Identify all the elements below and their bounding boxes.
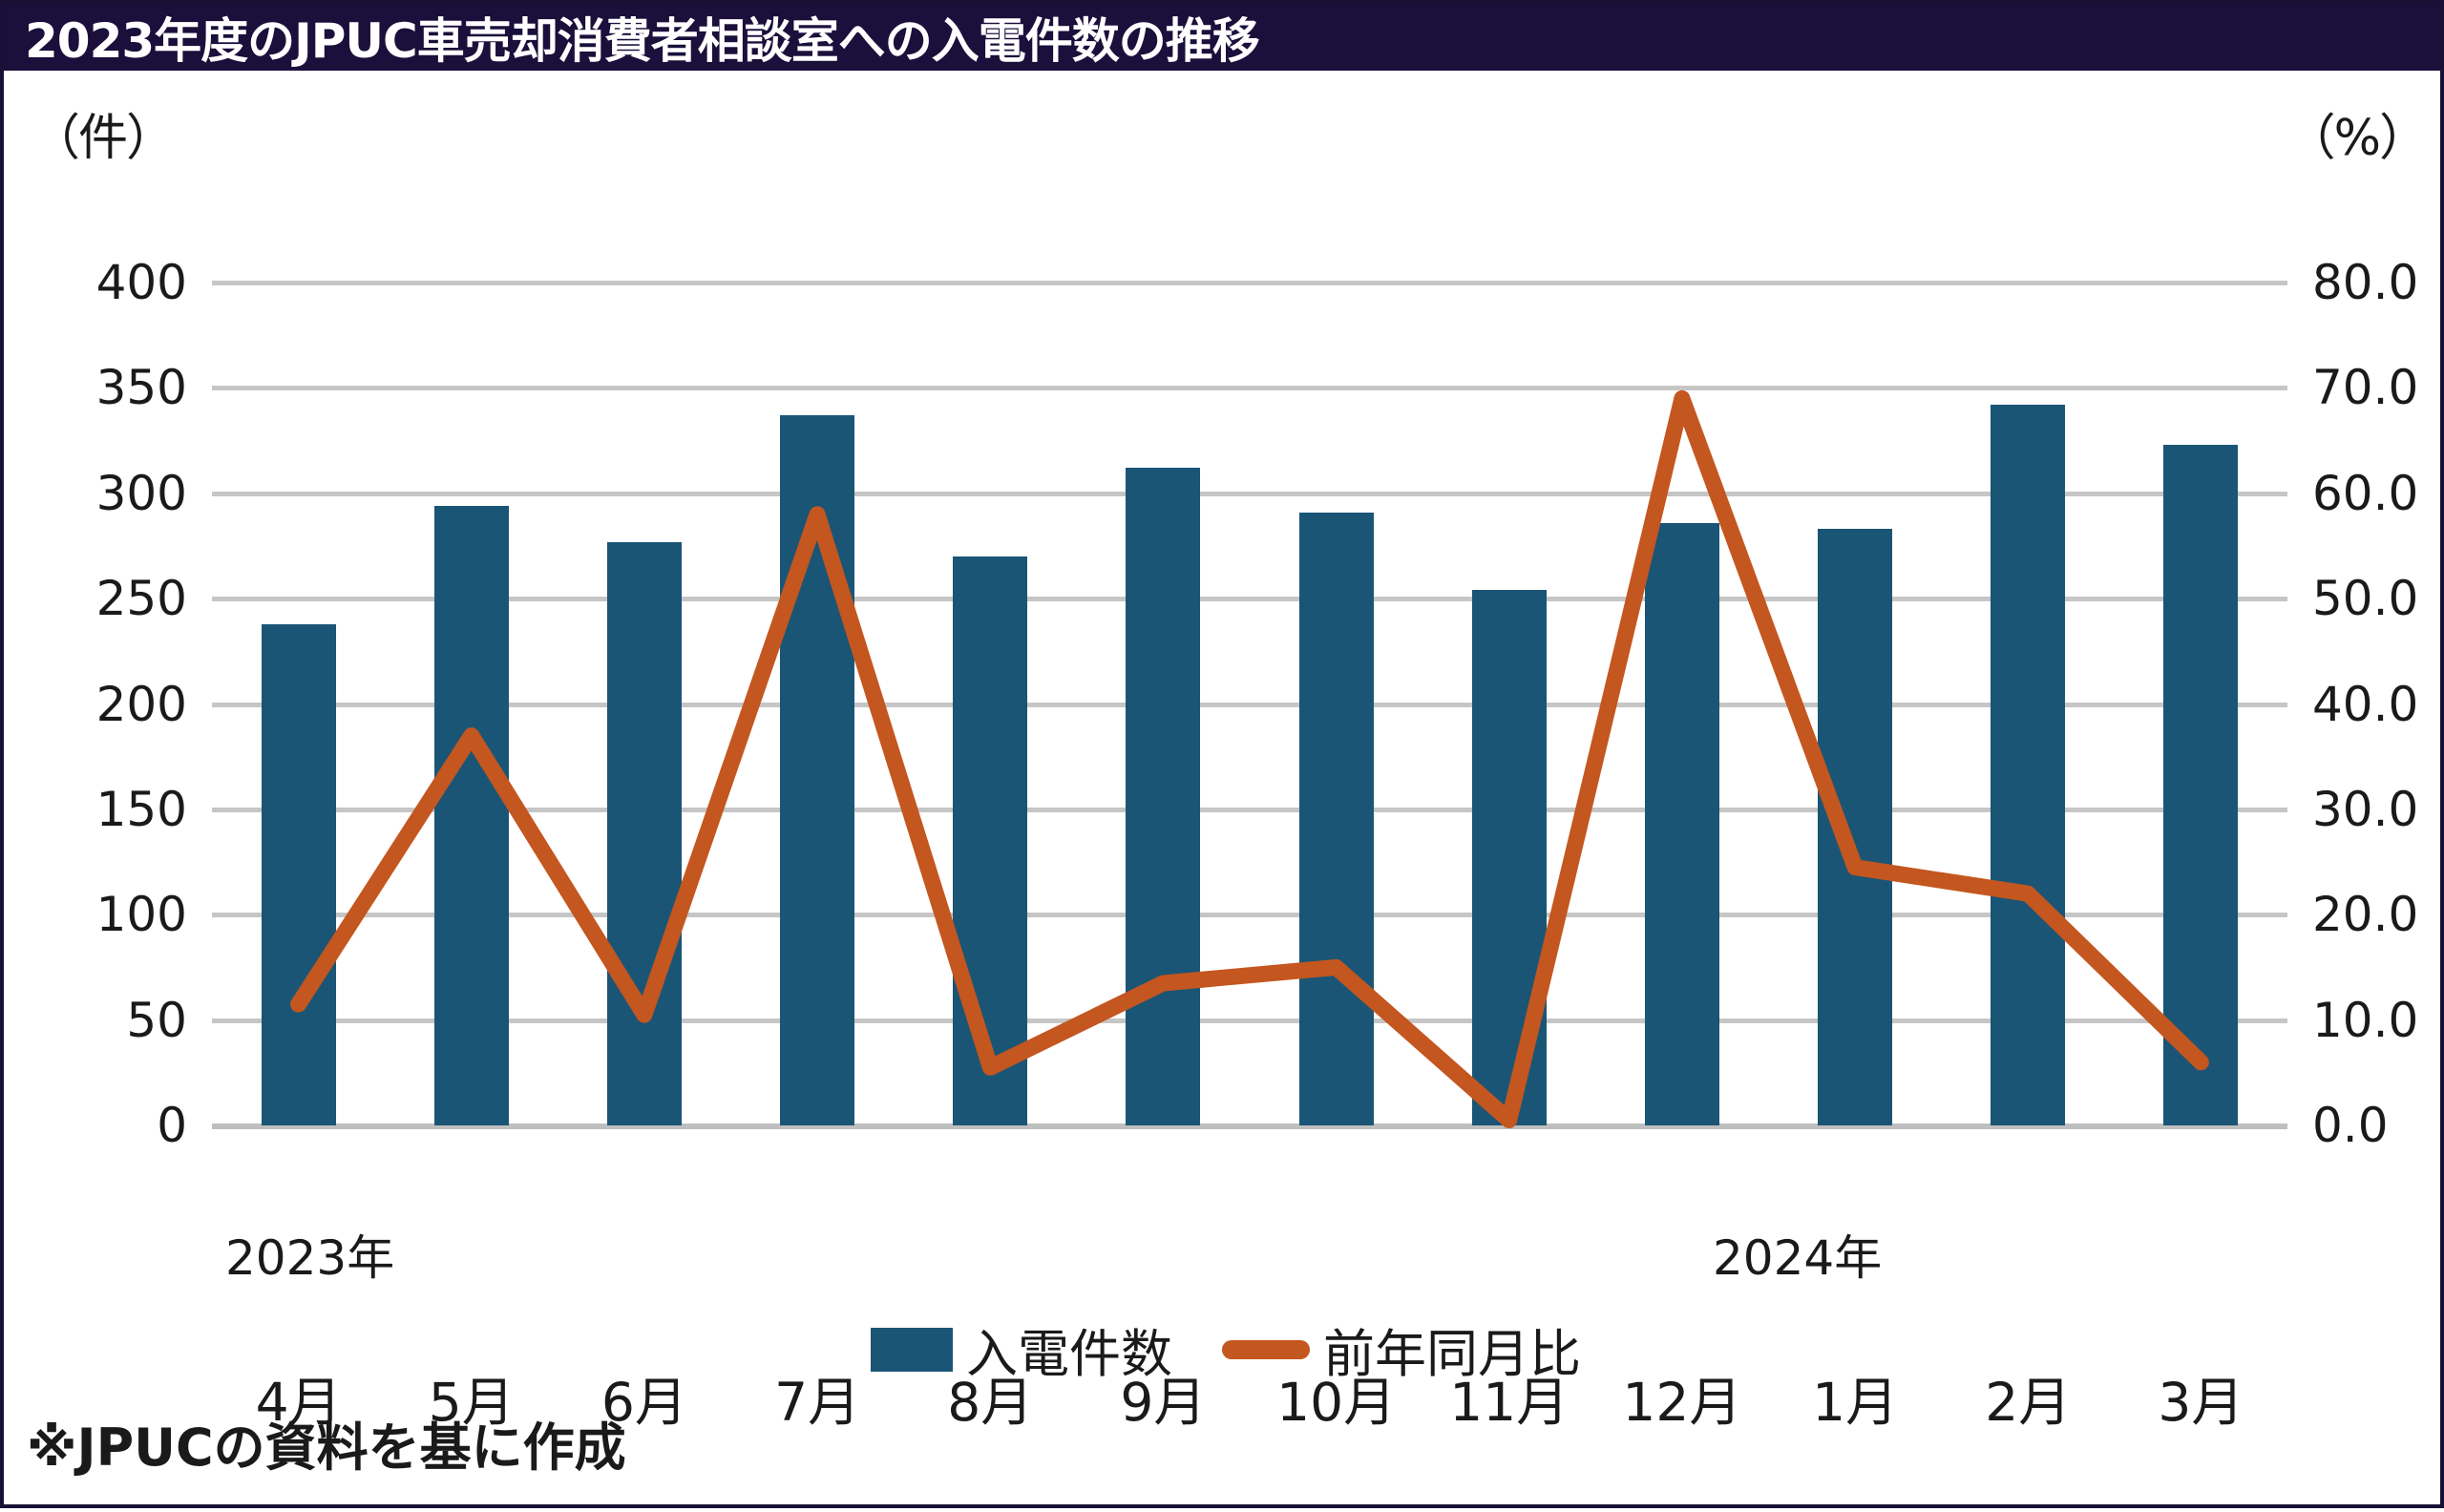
legend-label-calls: 入電件数 [966, 1324, 1172, 1384]
gridline [212, 1018, 2287, 1023]
bar [261, 623, 336, 1125]
left-axis-tick: 150 [95, 781, 187, 837]
x-axis-label: 12月 [1622, 1372, 1742, 1433]
x-axis-label: 9月 [1120, 1372, 1207, 1433]
bar [1991, 405, 2066, 1125]
gridline [212, 386, 2287, 391]
year-label-2024: 2024年 [1713, 1230, 1883, 1286]
right-axis-tick: 30.0 [2312, 781, 2419, 837]
x-axis-label: 7月 [774, 1372, 861, 1433]
bar [1818, 529, 1893, 1125]
left-axis-tick: 50 [126, 992, 187, 1048]
bar [1644, 522, 1719, 1125]
bar [433, 506, 509, 1125]
gridline [212, 913, 2287, 918]
x-axis-label: 5月 [428, 1372, 515, 1433]
bar [1298, 512, 1374, 1125]
bar [953, 556, 1028, 1125]
x-axis-label: 10月 [1276, 1372, 1397, 1433]
bar [780, 415, 855, 1125]
gridline [212, 597, 2287, 602]
left-axis-unit: （件） [31, 110, 176, 167]
gridline [212, 281, 2287, 285]
legend-item-yoy: 前年同月比 [1222, 1312, 1581, 1387]
x-axis-label: 11月 [1449, 1372, 1570, 1433]
left-axis-tick: 250 [95, 571, 187, 627]
gridline [212, 1124, 2287, 1129]
right-axis-tick: 20.0 [2312, 887, 2419, 943]
chart-canvas: （件） （%） 400 350 300 250 200 150 100 50 0 80.0 70.… [4, 71, 2444, 1512]
right-axis-tick: 0.0 [2312, 1098, 2389, 1153]
left-axis-tick: 200 [95, 676, 187, 732]
bar [2163, 444, 2239, 1125]
left-axis-tick: 300 [95, 465, 187, 521]
gridline [212, 491, 2287, 496]
x-axis-label: 3月 [2158, 1372, 2244, 1433]
bar [606, 541, 682, 1125]
right-axis-tick: 80.0 [2312, 255, 2419, 310]
legend-label-yoy: 前年同月比 [1323, 1324, 1581, 1384]
x-axis-label: 8月 [947, 1372, 1034, 1433]
page-title: 2023年度のJPUC車売却消費者相談室への入電件数の推移 [25, 13, 1260, 69]
year-label-2023: 2023年 [225, 1230, 395, 1286]
left-axis-tick: 400 [95, 255, 187, 310]
legend-item-calls: 入電件数 [871, 1312, 1172, 1387]
chart-legend: 入電件数 前年同月比 [4, 1312, 2444, 1387]
x-axis-label: 2月 [1985, 1372, 2072, 1433]
bar [1126, 468, 1201, 1125]
source-note: ※JPUCの資料を基に作成 [27, 1418, 626, 1478]
x-axis-label: 1月 [1812, 1372, 1899, 1433]
gridline [212, 807, 2287, 812]
legend-line-swatch-icon [1222, 1339, 1310, 1359]
title-bar: 2023年度のJPUC車売却消費者相談室への入電件数の推移 [4, 4, 2440, 71]
right-axis-unit: （%） [2286, 110, 2429, 167]
right-axis-tick: 50.0 [2312, 571, 2419, 627]
gridline [212, 702, 2287, 707]
right-axis-tick: 60.0 [2312, 465, 2419, 521]
left-axis-tick: 0 [157, 1098, 187, 1153]
right-axis-tick: 70.0 [2312, 360, 2419, 416]
legend-bar-swatch-icon [871, 1327, 953, 1372]
left-axis-tick: 350 [95, 360, 187, 416]
plot-area: 400 350 300 250 200 150 100 50 0 80.0 70.0 60.0 50.… [96, 259, 2419, 1433]
x-axis-label: 6月 [600, 1372, 687, 1433]
left-axis-tick: 100 [95, 887, 187, 943]
right-axis-tick: 10.0 [2312, 992, 2419, 1048]
right-axis-tick: 40.0 [2312, 676, 2419, 732]
bar [1471, 590, 1547, 1125]
x-axis-label: 4月 [255, 1372, 342, 1433]
